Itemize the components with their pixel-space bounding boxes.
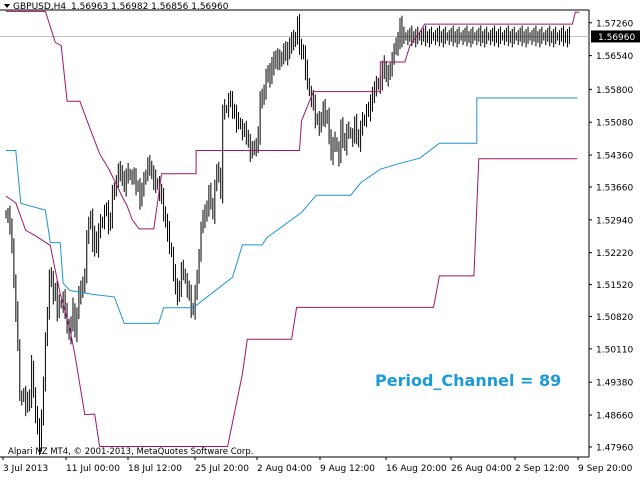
x-tick-label: 11 Jul 00:00: [66, 464, 120, 474]
dropdown-triangle-icon[interactable]: [4, 4, 10, 8]
y-tick-label: 1.47960: [596, 443, 633, 453]
x-tick-label: 2 Sep 12:00: [515, 464, 570, 474]
plot-area: [0, 10, 589, 455]
y-tick-label: 1.48660: [596, 412, 633, 422]
y-tick-label: 1.56540: [596, 52, 633, 62]
current-price-tag: 1.56960: [591, 30, 640, 43]
chart-header: GBPUSD,H4 1.56963 1.56982 1.56856 1.5696…: [4, 2, 229, 12]
y-tick-label: 1.52940: [596, 216, 633, 226]
x-tick-label: 9 Sep 20:00: [578, 464, 633, 474]
x-tick-label: 2 Aug 04:00: [257, 464, 312, 474]
y-tick-label: 1.54360: [596, 152, 633, 162]
channel-lower-line: [5, 158, 578, 447]
price-axis: 1.57260 1.56540 1.55800 1.55080 1.54360 1.536…: [589, 19, 633, 453]
x-tick-label: 26 Aug 04:00: [451, 464, 512, 474]
candles-series: [5, 14, 570, 455]
ohlc-label: 1.56963 1.56982 1.56856 1.56960: [71, 2, 229, 12]
y-tick-label: 1.55080: [596, 119, 633, 129]
y-tick-label: 1.50820: [596, 313, 633, 323]
channel-middle-line: [6, 97, 578, 324]
x-tick-label: 3 Jul 2013: [3, 464, 48, 474]
current-price-tag-label: 1.56960: [598, 33, 635, 43]
period-channel-annotation: Period_Channel = 89: [375, 371, 561, 390]
x-tick-label: 25 Jul 20:00: [195, 464, 249, 474]
y-tick-label: 1.53660: [596, 183, 633, 193]
current-price-tag-background: [591, 30, 640, 43]
y-tick-label: 1.57260: [596, 19, 633, 29]
copyright-label: Alpari NZ MT4, © 2001-2013, MetaQuotes S…: [8, 447, 253, 457]
y-tick-label: 1.52220: [596, 249, 633, 259]
time-axis: 3 Jul 2013 11 Jul 00:00 18 Jul 12:00 25 Jul…: [2, 457, 633, 474]
channel-upper-line: [6, 10, 580, 230]
x-tick-label: 16 Aug 20:00: [386, 464, 447, 474]
x-tick-label: 9 Aug 12:00: [320, 464, 375, 474]
y-tick-label: 1.51520: [596, 281, 633, 291]
y-tick-label: 1.50110: [596, 345, 633, 355]
x-tick-label: 18 Jul 12:00: [128, 464, 182, 474]
symbol-label: GBPUSD,H4: [13, 2, 66, 12]
y-tick-label: 1.55800: [596, 86, 633, 96]
y-tick-label: 1.49380: [596, 379, 633, 389]
